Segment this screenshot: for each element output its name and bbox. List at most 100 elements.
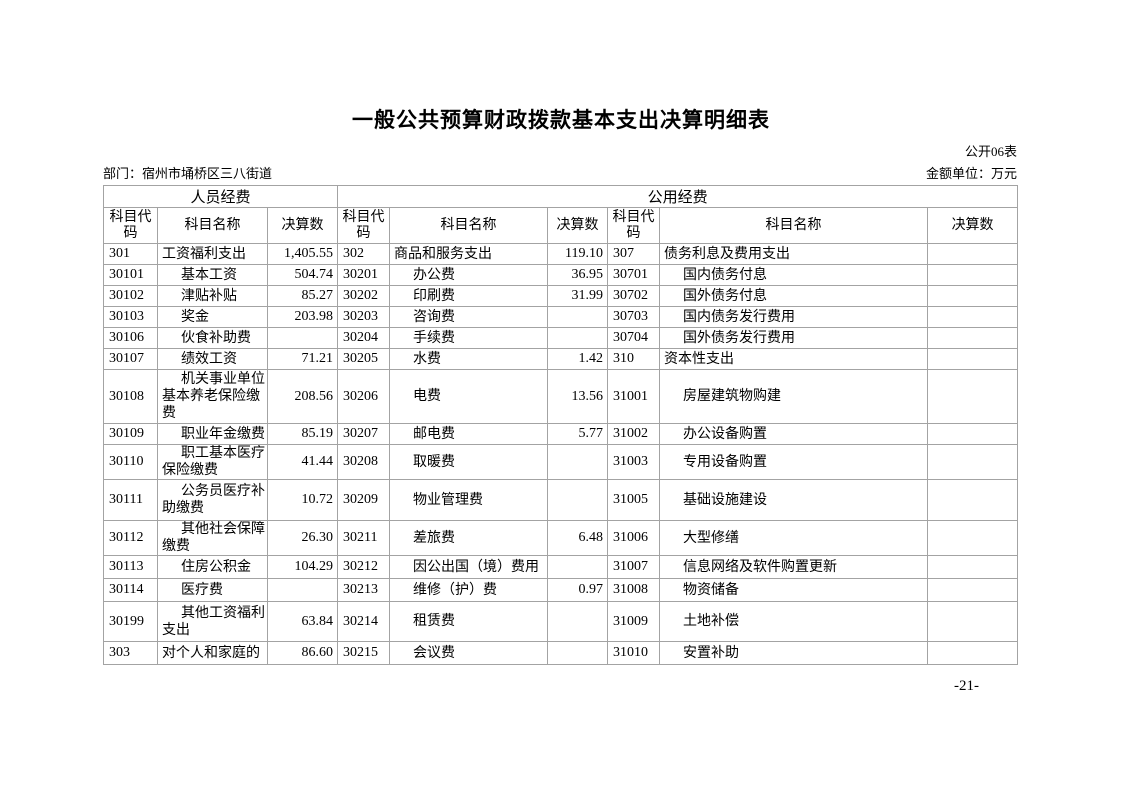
- cell-subject-code: 30103: [103, 306, 158, 328]
- cell-final-amount: 203.98: [266, 306, 339, 328]
- group-header-personnel: 人员经费: [102, 185, 339, 208]
- table-row: 30113 住房公积金 104.29 30212 因公出国（境）费用 31007 信息网络及…: [103, 555, 1019, 579]
- cell-final-amount: 41.44: [266, 444, 339, 480]
- cell-subject-code: 30209: [337, 479, 391, 521]
- table-row: 30111 公务员医疗补助缴费 10.72 30209 物业管理费 31005 基础设施建设: [103, 479, 1019, 521]
- cell-subject-name: 土地补偿: [659, 601, 929, 642]
- cell-final-amount: 5.77: [547, 423, 609, 445]
- cell-subject-code: 310: [607, 348, 661, 370]
- cell-subject-code: 30701: [607, 264, 661, 286]
- cell-final-amount: [927, 641, 1019, 665]
- cell-subject-code: 307: [607, 243, 661, 265]
- cell-final-amount: [927, 520, 1019, 556]
- cell-final-amount: [927, 348, 1019, 370]
- column-header-name-1: 科目名称: [157, 207, 268, 244]
- table-row: 303 对个人和家庭的 86.60 30215 会议费 31010 安置补助: [103, 641, 1019, 665]
- cell-subject-code: 30704: [607, 327, 661, 349]
- cell-final-amount: [547, 327, 609, 349]
- table-row: 30103 奖金 203.98 30203 咨询费 30703 国内债务发行费用: [103, 306, 1019, 328]
- cell-final-amount: [927, 578, 1019, 602]
- cell-subject-name: 办公费: [389, 264, 549, 286]
- cell-subject-name: 国外债务发行费用: [659, 327, 929, 349]
- cell-subject-code: 30206: [337, 369, 391, 424]
- column-header-code-3: 科目代码: [607, 207, 661, 244]
- cell-final-amount: 6.48: [547, 520, 609, 556]
- column-header-amount-1: 决算数: [266, 207, 339, 244]
- cell-subject-name: 其他工资福利支出: [157, 601, 268, 642]
- unit-label: 金额单位：万元: [925, 166, 1017, 181]
- cell-subject-code: 30112: [103, 520, 158, 556]
- expenditure-table: 人员经费 公用经费 科目代码 科目名称 决算数 科目代码 科目名称 决算数 科目…: [102, 185, 1019, 665]
- cell-subject-name: 住房公积金: [157, 555, 268, 579]
- cell-subject-name: 基本工资: [157, 264, 268, 286]
- table-row: 30107 绩效工资 71.21 30205 水费 1.42 310 资本性支出: [103, 348, 1019, 370]
- cell-subject-code: 30202: [337, 285, 391, 307]
- column-header-name-3: 科目名称: [659, 207, 929, 244]
- cell-final-amount: [266, 327, 339, 349]
- page-title: 一般公共预算财政拨款基本支出决算明细表: [352, 109, 770, 132]
- cell-final-amount: 26.30: [266, 520, 339, 556]
- page-number: -21-: [954, 678, 979, 694]
- cell-subject-name: 印刷费: [389, 285, 549, 307]
- cell-subject-name: 物资储备: [659, 578, 929, 602]
- cell-final-amount: 504.74: [266, 264, 339, 286]
- table-row: 30110 职工基本医疗保险缴费 41.44 30208 取暖费 31003 专用设备购置: [103, 444, 1019, 480]
- cell-final-amount: [927, 285, 1019, 307]
- cell-final-amount: [927, 327, 1019, 349]
- cell-final-amount: 71.21: [266, 348, 339, 370]
- table-row: 30109 职业年金缴费 85.19 30207 邮电费 5.77 31002 办公设备购置: [103, 423, 1019, 445]
- cell-subject-code: 30101: [103, 264, 158, 286]
- cell-subject-name: 其他社会保障缴费: [157, 520, 268, 556]
- cell-subject-code: 30109: [103, 423, 158, 445]
- cell-final-amount: 0.97: [547, 578, 609, 602]
- cell-subject-code: 31003: [607, 444, 661, 480]
- cell-subject-code: 30108: [103, 369, 158, 424]
- cell-subject-name: 取暖费: [389, 444, 549, 480]
- cell-subject-code: 302: [337, 243, 391, 265]
- cell-subject-code: 30703: [607, 306, 661, 328]
- cell-subject-code: 30114: [103, 578, 158, 602]
- cell-subject-name: 维修（护）费: [389, 578, 549, 602]
- cell-subject-code: 31010: [607, 641, 661, 665]
- cell-subject-code: 31009: [607, 601, 661, 642]
- cell-subject-name: 信息网络及软件购置更新: [659, 555, 929, 579]
- cell-subject-code: 30203: [337, 306, 391, 328]
- cell-subject-code: 303: [103, 641, 158, 665]
- cell-final-amount: 1.42: [547, 348, 609, 370]
- cell-subject-name: 机关事业单位基本养老保险缴费: [157, 369, 268, 424]
- cell-subject-code: 30213: [337, 578, 391, 602]
- column-header-name-2: 科目名称: [389, 207, 549, 244]
- column-header-code-1: 科目代码: [103, 207, 158, 244]
- cell-final-amount: 63.84: [266, 601, 339, 642]
- table-row: 30112 其他社会保障缴费 26.30 30211 差旅费 6.48 31006 大型修缮: [103, 520, 1019, 556]
- cell-final-amount: 1,405.55: [266, 243, 339, 265]
- cell-subject-name: 医疗费: [157, 578, 268, 602]
- table-row: 301 工资福利支出 1,405.55 302 商品和服务支出 119.10 307 债务利息…: [103, 243, 1019, 265]
- cell-final-amount: [547, 641, 609, 665]
- cell-subject-code: 30201: [337, 264, 391, 286]
- cell-subject-code: 30205: [337, 348, 391, 370]
- column-header-code-2: 科目代码: [337, 207, 391, 244]
- table-row: 30108 机关事业单位基本养老保险缴费 208.56 30206 电费 13.56 310…: [103, 369, 1019, 424]
- cell-subject-code: 31002: [607, 423, 661, 445]
- cell-subject-code: 30215: [337, 641, 391, 665]
- cell-subject-name: 国内债务付息: [659, 264, 929, 286]
- cell-subject-name: 公务员医疗补助缴费: [157, 479, 268, 521]
- table-body: 301 工资福利支出 1,405.55 302 商品和服务支出 119.10 307 债务利息…: [103, 243, 1019, 665]
- cell-subject-code: 30207: [337, 423, 391, 445]
- cell-subject-name: 津贴补贴: [157, 285, 268, 307]
- cell-final-amount: 36.95: [547, 264, 609, 286]
- cell-final-amount: 119.10: [547, 243, 609, 265]
- cell-final-amount: [927, 423, 1019, 445]
- cell-final-amount: [927, 444, 1019, 480]
- cell-subject-name: 职工基本医疗保险缴费: [157, 444, 268, 480]
- cell-final-amount: 13.56: [547, 369, 609, 424]
- cell-final-amount: 86.60: [266, 641, 339, 665]
- cell-final-amount: 104.29: [266, 555, 339, 579]
- cell-subject-name: 差旅费: [389, 520, 549, 556]
- table-row: 30101 基本工资 504.74 30201 办公费 36.95 30701 国内债务付息: [103, 264, 1019, 286]
- cell-subject-code: 30113: [103, 555, 158, 579]
- cell-subject-code: 301: [103, 243, 158, 265]
- table-row: 30199 其他工资福利支出 63.84 30214 租赁费 31009 土地补偿: [103, 601, 1019, 642]
- cell-final-amount: 85.19: [266, 423, 339, 445]
